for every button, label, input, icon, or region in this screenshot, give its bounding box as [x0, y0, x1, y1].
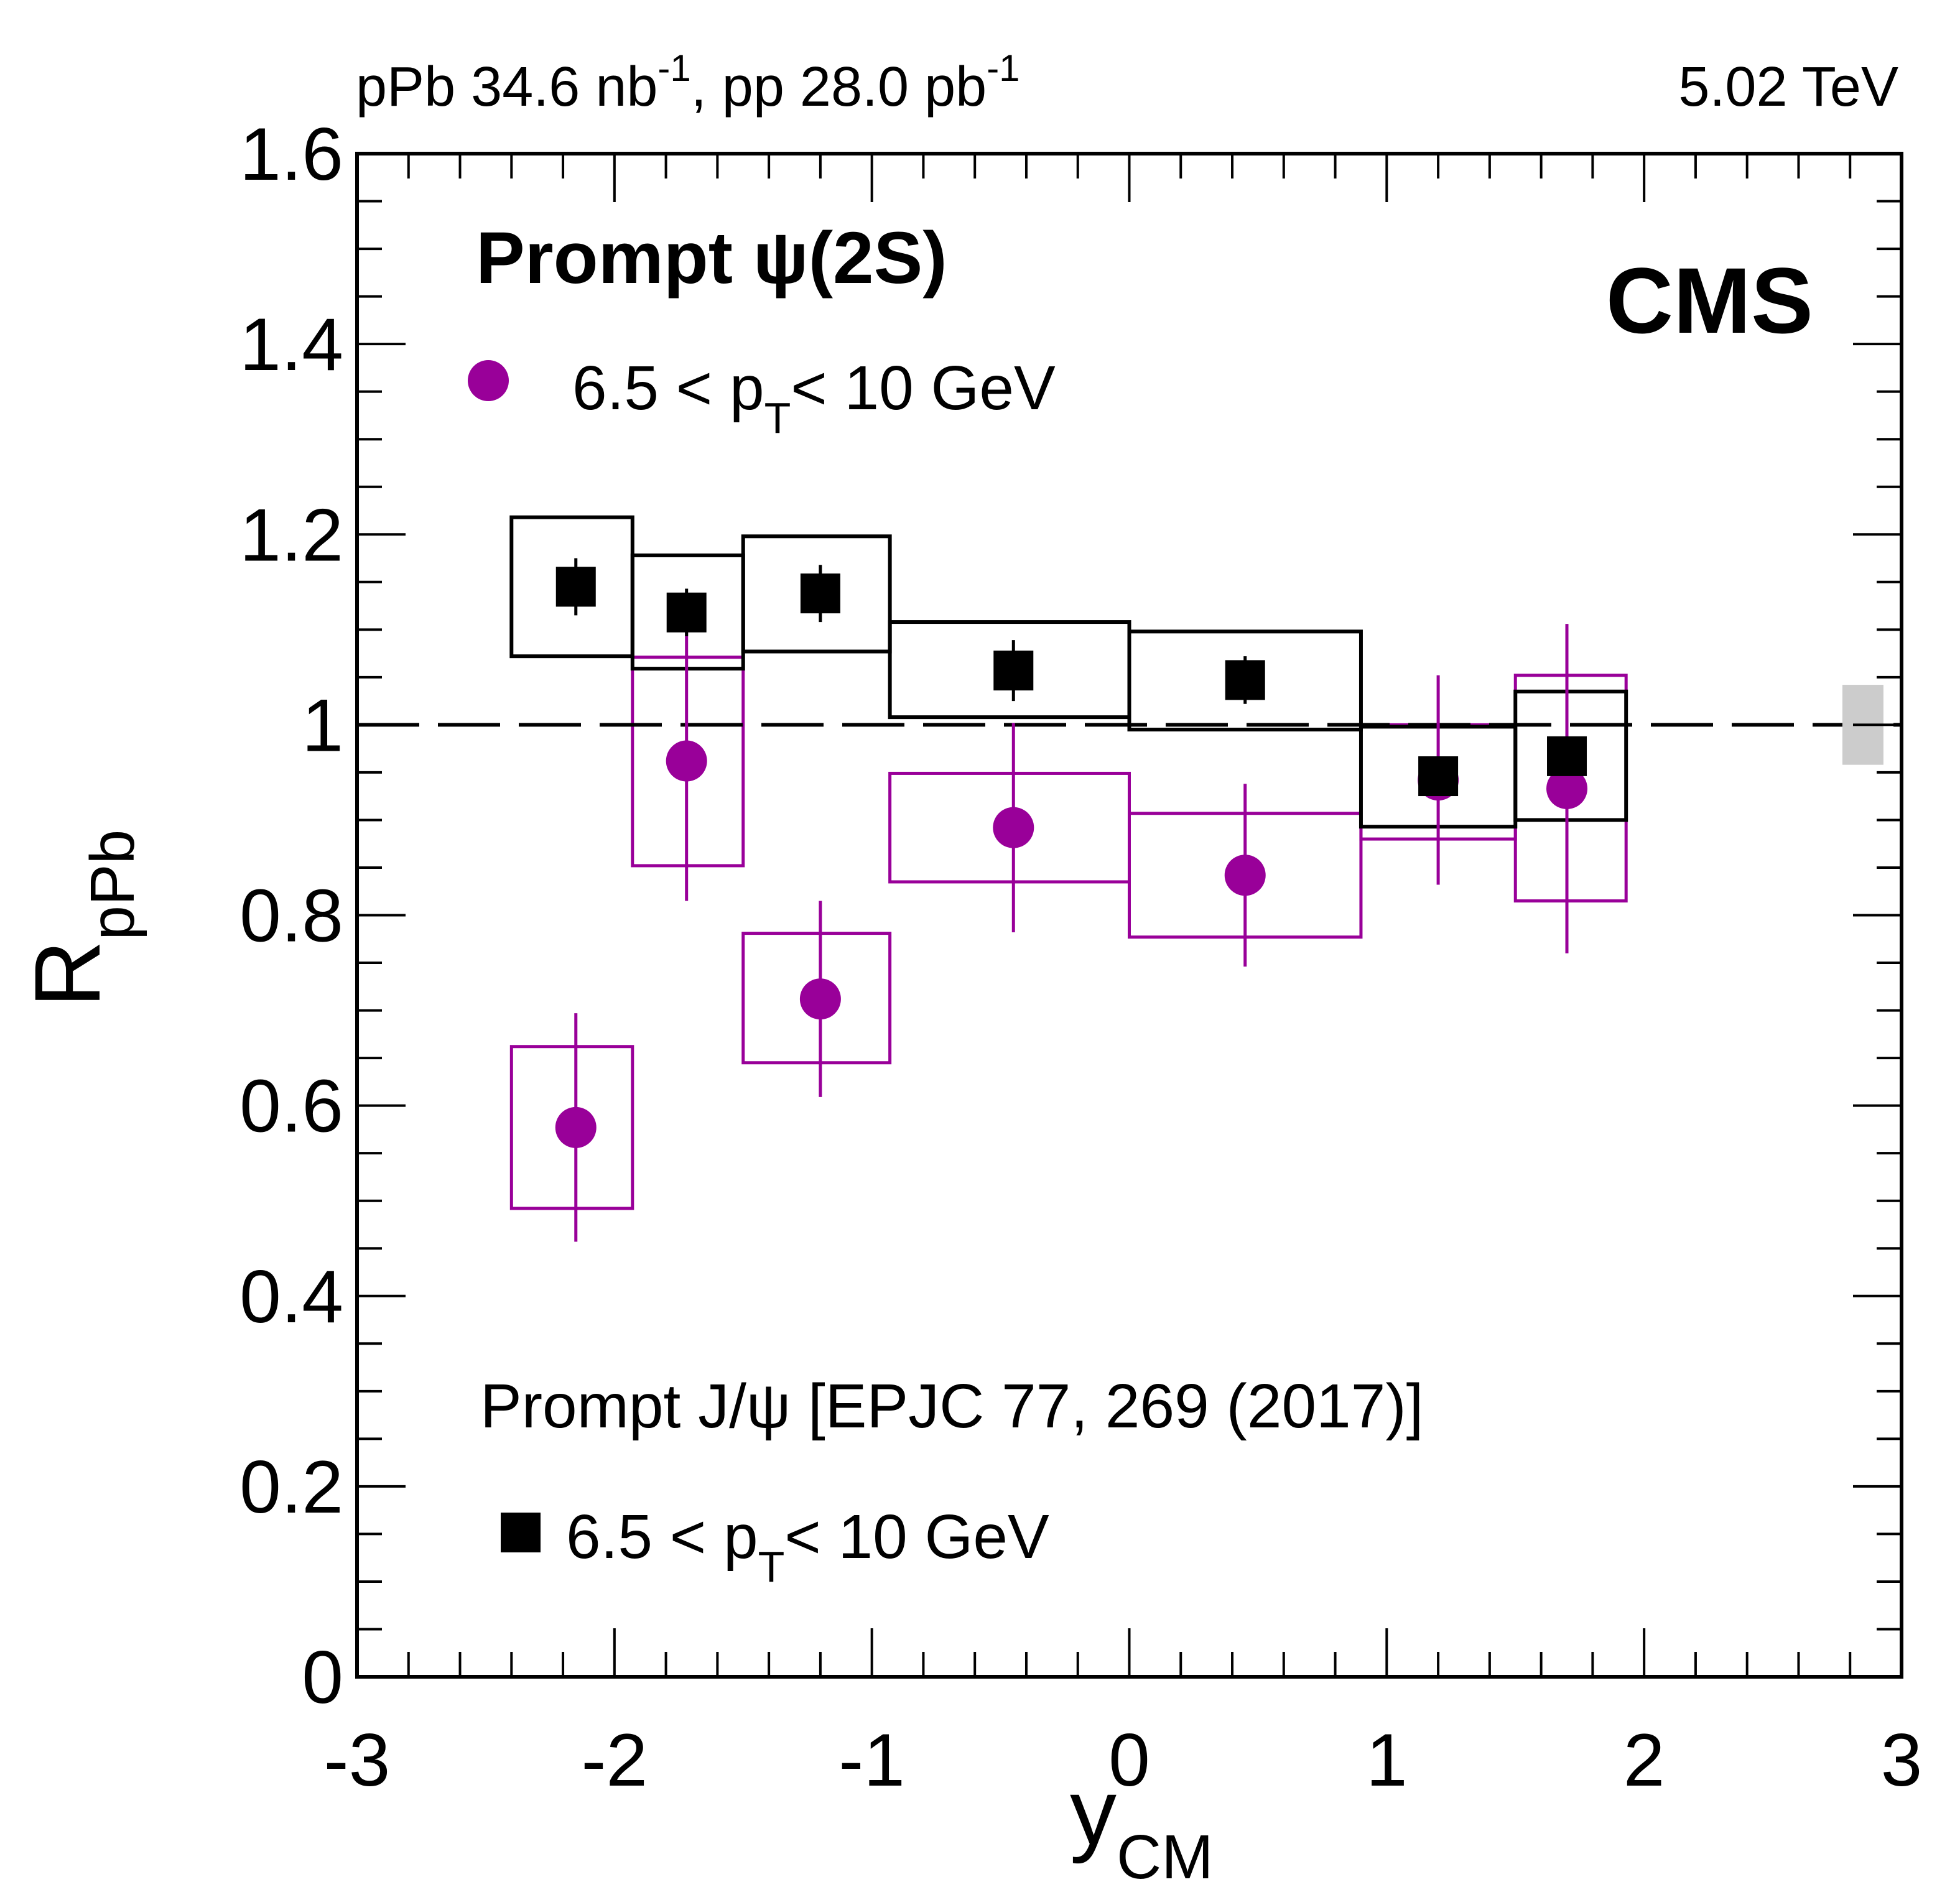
x-tick-label: 3 — [1881, 1718, 1923, 1802]
legend-psi2s-label: 6.5 < pT< 10 GeV — [572, 353, 1056, 442]
stat-error-bars — [574, 558, 1569, 1242]
x-tick-label: 0 — [1108, 1718, 1150, 1802]
axis-ticks — [356, 152, 1903, 1678]
psi2s-marker — [1546, 767, 1588, 809]
x-axis-title: yCM — [1070, 1760, 1214, 1887]
y-tick-label: 0.6 — [239, 1065, 343, 1148]
data-markers — [555, 567, 1588, 1148]
legend-jpsi-marker — [501, 1513, 541, 1552]
jpsi-marker — [1547, 736, 1587, 776]
y-tick-label: 0.8 — [239, 874, 343, 958]
legend-jpsi-title: Prompt J/ψ [EPJC 77, 269 (2017)] — [480, 1371, 1423, 1441]
cms-label: CMS — [1606, 248, 1813, 353]
x-tick-label: 2 — [1623, 1718, 1665, 1802]
psi2s-syst-box — [509, 1045, 634, 1210]
x-tick-label: 1 — [1366, 1718, 1408, 1802]
jpsi-syst-box — [1513, 689, 1628, 822]
y-tick-label: 0 — [302, 1636, 343, 1719]
y-tick-label: 0.4 — [239, 1255, 343, 1338]
jpsi-marker — [666, 592, 707, 633]
jpsi-marker — [1225, 660, 1265, 700]
psi2s-marker — [1224, 855, 1266, 896]
x-tick-label: -2 — [581, 1718, 648, 1802]
legend-jpsi-label: 6.5 < pT< 10 GeV — [566, 1502, 1049, 1591]
energy-label: 5.02 TeV — [1678, 56, 1898, 118]
psi2s-marker — [993, 807, 1034, 848]
psi2s-marker — [666, 740, 707, 782]
axis-tick-labels: -3 -2 -1 0 1 2 3 0 0.2 0.4 0.6 0.8 1 1.2 1.4 1.6 — [239, 113, 1922, 1802]
jpsi-marker — [1418, 756, 1459, 797]
luminosity-label: pPb 34.6 nb-1, pp 28.0 pb-1 — [356, 47, 1020, 118]
jpsi-marker — [993, 651, 1034, 691]
y-tick-label: 1.2 — [239, 493, 343, 577]
psi2s-marker — [799, 978, 841, 1020]
y-tick-label: 1.6 — [239, 113, 343, 196]
jpsi-syst-box — [741, 534, 892, 654]
x-tick-label: -3 — [324, 1718, 391, 1802]
y-tick-label: 0.2 — [239, 1445, 343, 1529]
legend-psi2s-title: Prompt ψ(2S) — [476, 217, 947, 299]
y-axis-title: RpPb — [15, 830, 147, 1008]
psi2s-marker — [555, 1106, 597, 1148]
legend-psi2s-marker — [468, 360, 509, 401]
jpsi-marker — [555, 567, 596, 607]
jpsi-marker — [800, 573, 840, 614]
jpsi-syst-box — [1127, 629, 1363, 732]
systematic-boxes — [509, 515, 1628, 1210]
psi2s-syst-box — [741, 932, 892, 1065]
y-tick-label: 1.4 — [239, 303, 343, 386]
y-tick-label: 1 — [302, 684, 343, 767]
x-tick-label: -1 — [838, 1718, 905, 1802]
